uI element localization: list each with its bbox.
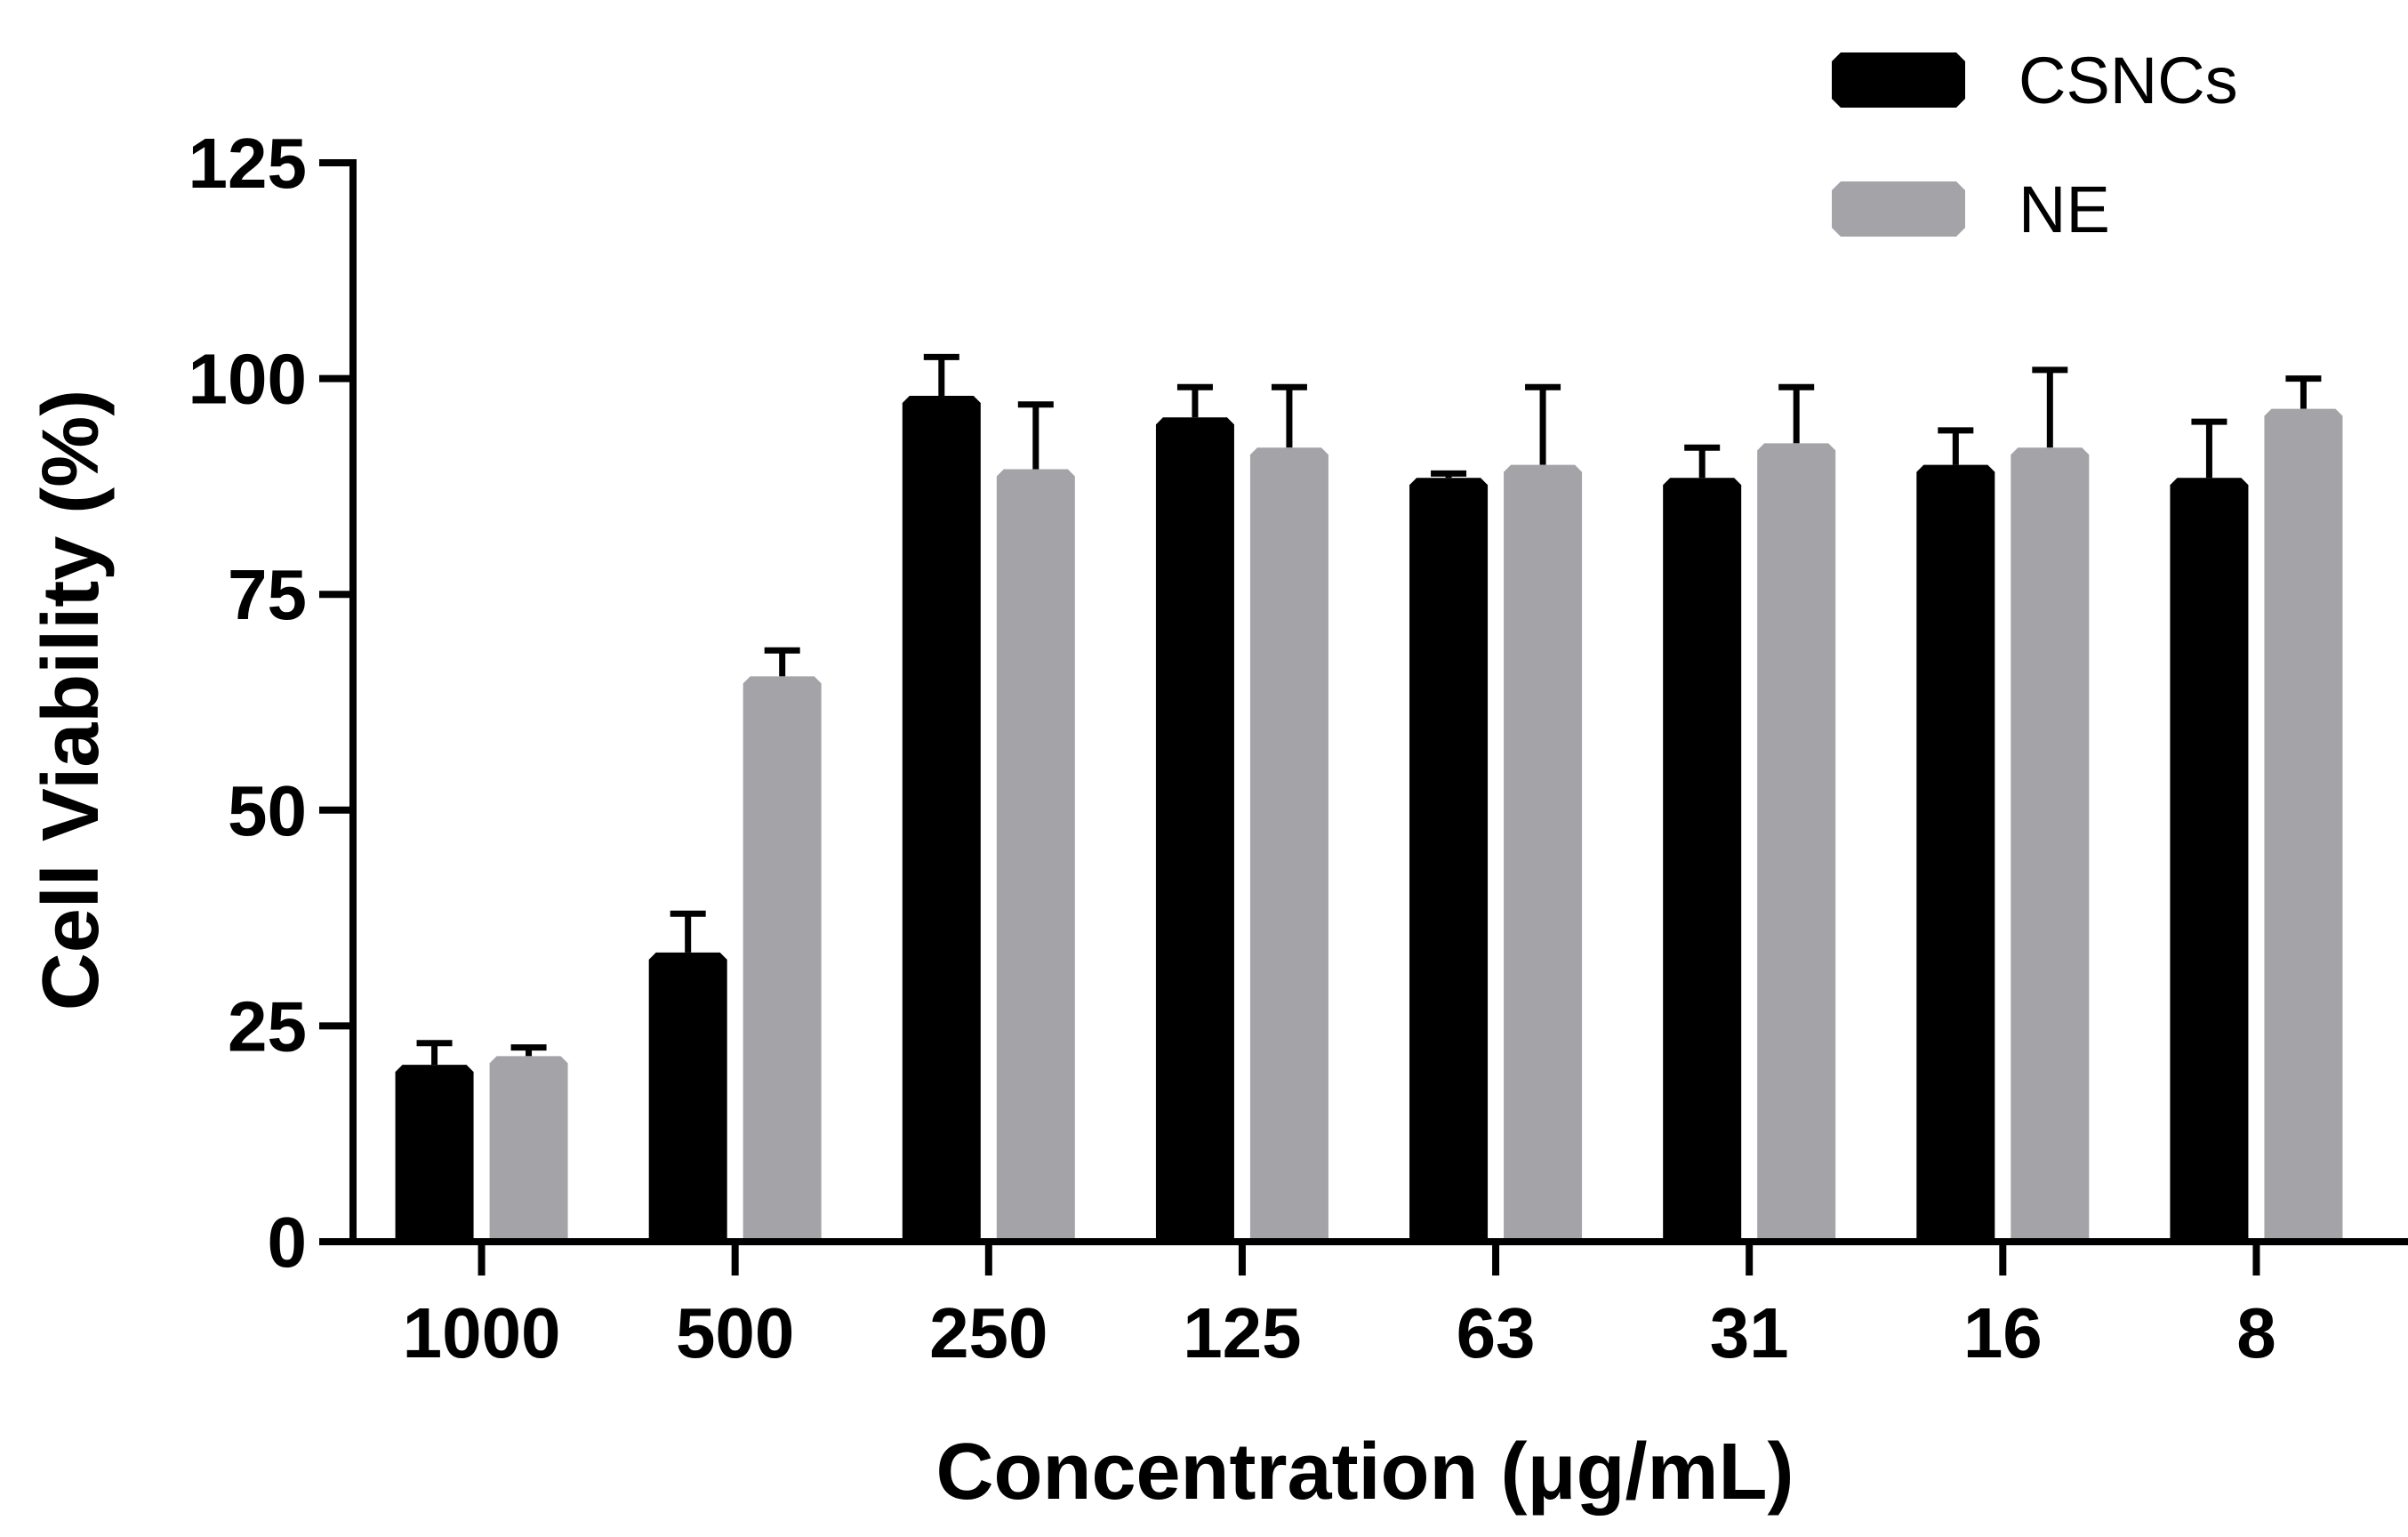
ne-bar (2264, 408, 2343, 1243)
y-tick-label: 75 (228, 555, 307, 634)
ne-bar (996, 469, 1075, 1242)
y-tick-label: 50 (228, 771, 307, 850)
legend-label-ne: NE (2019, 173, 2110, 246)
ne-bar (742, 676, 822, 1242)
x-tick-label: 125 (1183, 1293, 1301, 1372)
y-tick-label: 125 (189, 124, 307, 203)
x-tick-label: 31 (1710, 1293, 1789, 1372)
legend-swatch-csncs (1832, 52, 1965, 108)
csncs-bar (1409, 478, 1489, 1242)
y-tick-label: 25 (228, 986, 307, 1066)
x-tick-label: 63 (1457, 1293, 1536, 1372)
csncs-bar (2170, 478, 2249, 1242)
ne-bar (1249, 447, 1328, 1242)
csncs-bar (1663, 478, 1742, 1242)
csncs-bar (1155, 417, 1234, 1242)
ne-bar (1757, 443, 1836, 1242)
x-tick-label: 250 (929, 1293, 1047, 1372)
axes-layer (349, 159, 2408, 1245)
ne-bar (489, 1056, 568, 1242)
ne-bar (1504, 464, 1583, 1242)
y-tick-label: 0 (268, 1203, 308, 1282)
x-tick-label: 8 (2236, 1293, 2276, 1372)
x-tick-label: 16 (1963, 1293, 2043, 1372)
legend: CSNCs NE (1832, 44, 2238, 246)
csncs-bar (395, 1065, 474, 1242)
csncs-bar (1916, 464, 1995, 1242)
x-tick-label: 1000 (403, 1293, 561, 1372)
y-tick-label: 100 (189, 340, 307, 419)
bars-layer (395, 353, 2343, 1243)
ticks-layer: 0 25 50 75 100 125 1000 500 250 125 63 31 16 8 (189, 124, 2276, 1372)
legend-swatch-ne (1832, 181, 1965, 237)
legend-label-csncs: CSNCs (2019, 44, 2238, 117)
y-axis-title: Cell Viability (%) (27, 390, 116, 1011)
csncs-bar (648, 952, 727, 1242)
x-tick-label: 500 (676, 1293, 794, 1372)
ne-bar (2011, 447, 2090, 1242)
csncs-bar (902, 396, 981, 1242)
x-axis-title: Concentration (μg/mL) (936, 1428, 1794, 1517)
